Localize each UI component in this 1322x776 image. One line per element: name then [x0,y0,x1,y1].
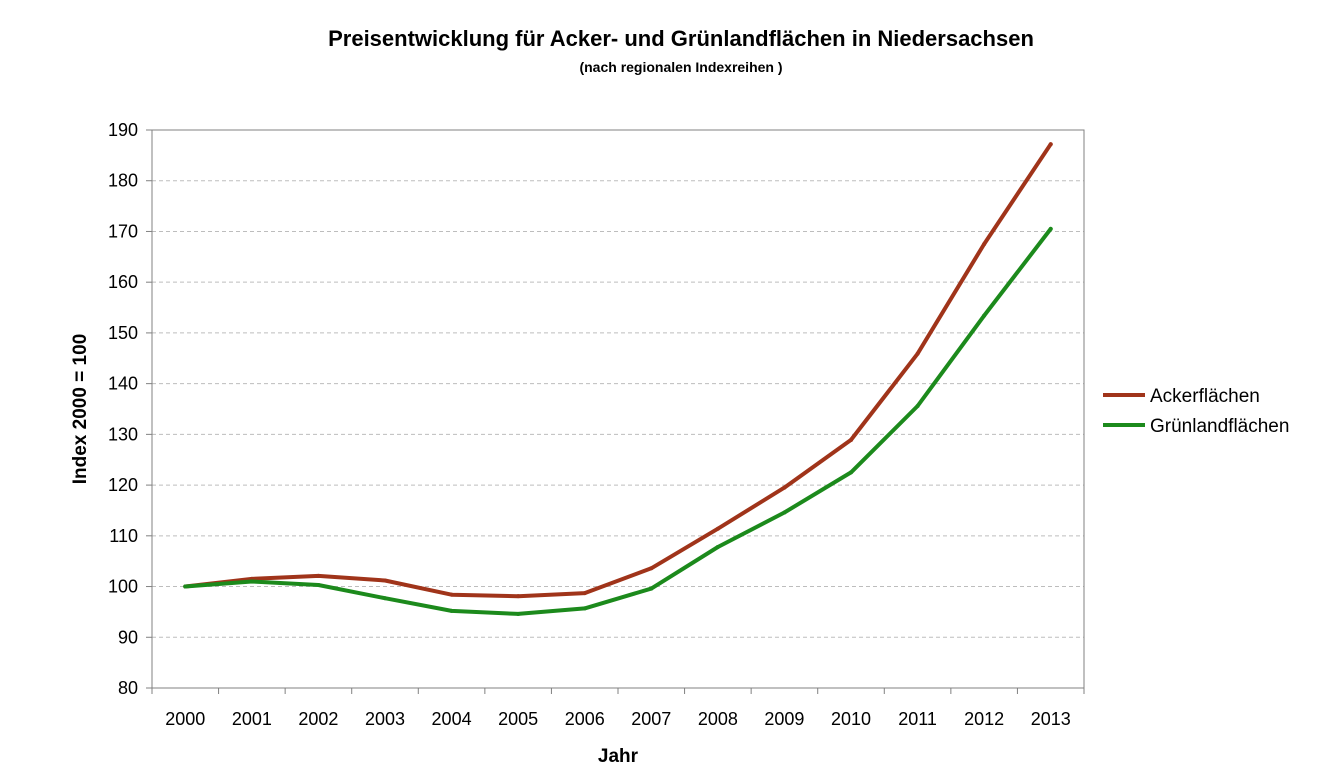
data-point [383,596,387,601]
data-point [249,579,254,584]
data-point [449,608,454,613]
data-point [915,403,920,408]
data-point [649,566,654,571]
y-tick-label: 180 [108,171,138,191]
y-tick-label: 100 [108,577,138,597]
series-lines [183,142,1053,616]
data-point [715,526,720,531]
x-tick-label: 2004 [432,709,472,729]
gridlines [152,180,1084,638]
data-point [383,578,387,583]
data-point [316,583,321,588]
data-point [516,594,521,599]
y-tick-label: 90 [118,627,138,647]
data-point [849,437,853,442]
y-tick-label: 160 [108,272,138,292]
x-axis-title: Jahr [598,746,639,767]
x-tick-label: 2005 [498,709,538,729]
x-tick-label: 2002 [298,709,338,729]
x-axis-ticks: 2000 2001 2002 2003 2004 2005 2006 2007 2008 2009… [151,688,1085,729]
y-tick-label: 190 [108,120,138,140]
chart-title: Preisentwicklung für Acker- und Grünland… [328,26,1034,51]
y-axis-title: Index 2000 = 100 [70,334,91,485]
y-tick-label: 140 [108,374,138,394]
x-tick-label: 2013 [1031,709,1071,729]
data-point [982,242,987,247]
plot-area [151,129,1085,689]
data-point [316,573,321,578]
data-point [1048,142,1053,147]
series-line-2 [183,226,1053,616]
data-point [915,351,920,356]
legend-label: Ackerflächen [1150,386,1260,407]
x-tick-label: 2010 [831,709,871,729]
x-tick-label: 2007 [631,709,671,729]
y-tick-label: 80 [118,678,138,698]
data-point [782,485,787,490]
x-tick-label: 2001 [232,709,272,729]
series-line-1 [183,142,1053,599]
data-point [849,470,853,475]
data-point [982,313,987,318]
x-tick-label: 2011 [898,709,937,729]
y-tick-label: 110 [109,526,138,546]
y-tick-label: 120 [108,475,138,495]
data-point [582,606,587,611]
legend: Ackerflächen Grünlandflächen [1103,386,1289,437]
data-point [649,586,654,591]
data-point [449,592,454,597]
y-tick-label: 150 [108,323,138,343]
y-tick-label: 130 [108,424,138,444]
y-axis-ticks: 80 90 100 110 120 130 140 150 160 170 180 190 [108,120,152,698]
x-tick-label: 2009 [764,709,804,729]
data-point [516,611,521,616]
x-tick-label: 2003 [365,709,405,729]
x-tick-label: 2006 [565,709,605,729]
chart-subtitle: (nach regionalen Indexreihen ) [579,59,783,75]
x-tick-label: 2008 [698,709,738,729]
data-point [183,584,188,589]
y-tick-label: 170 [108,221,138,241]
data-point [1048,226,1053,231]
x-tick-label: 2000 [165,709,205,729]
x-tick-label: 2012 [964,709,1004,729]
data-point [782,510,787,515]
data-point [582,591,587,596]
data-point [715,544,720,549]
legend-label: Grünlandflächen [1150,416,1289,437]
